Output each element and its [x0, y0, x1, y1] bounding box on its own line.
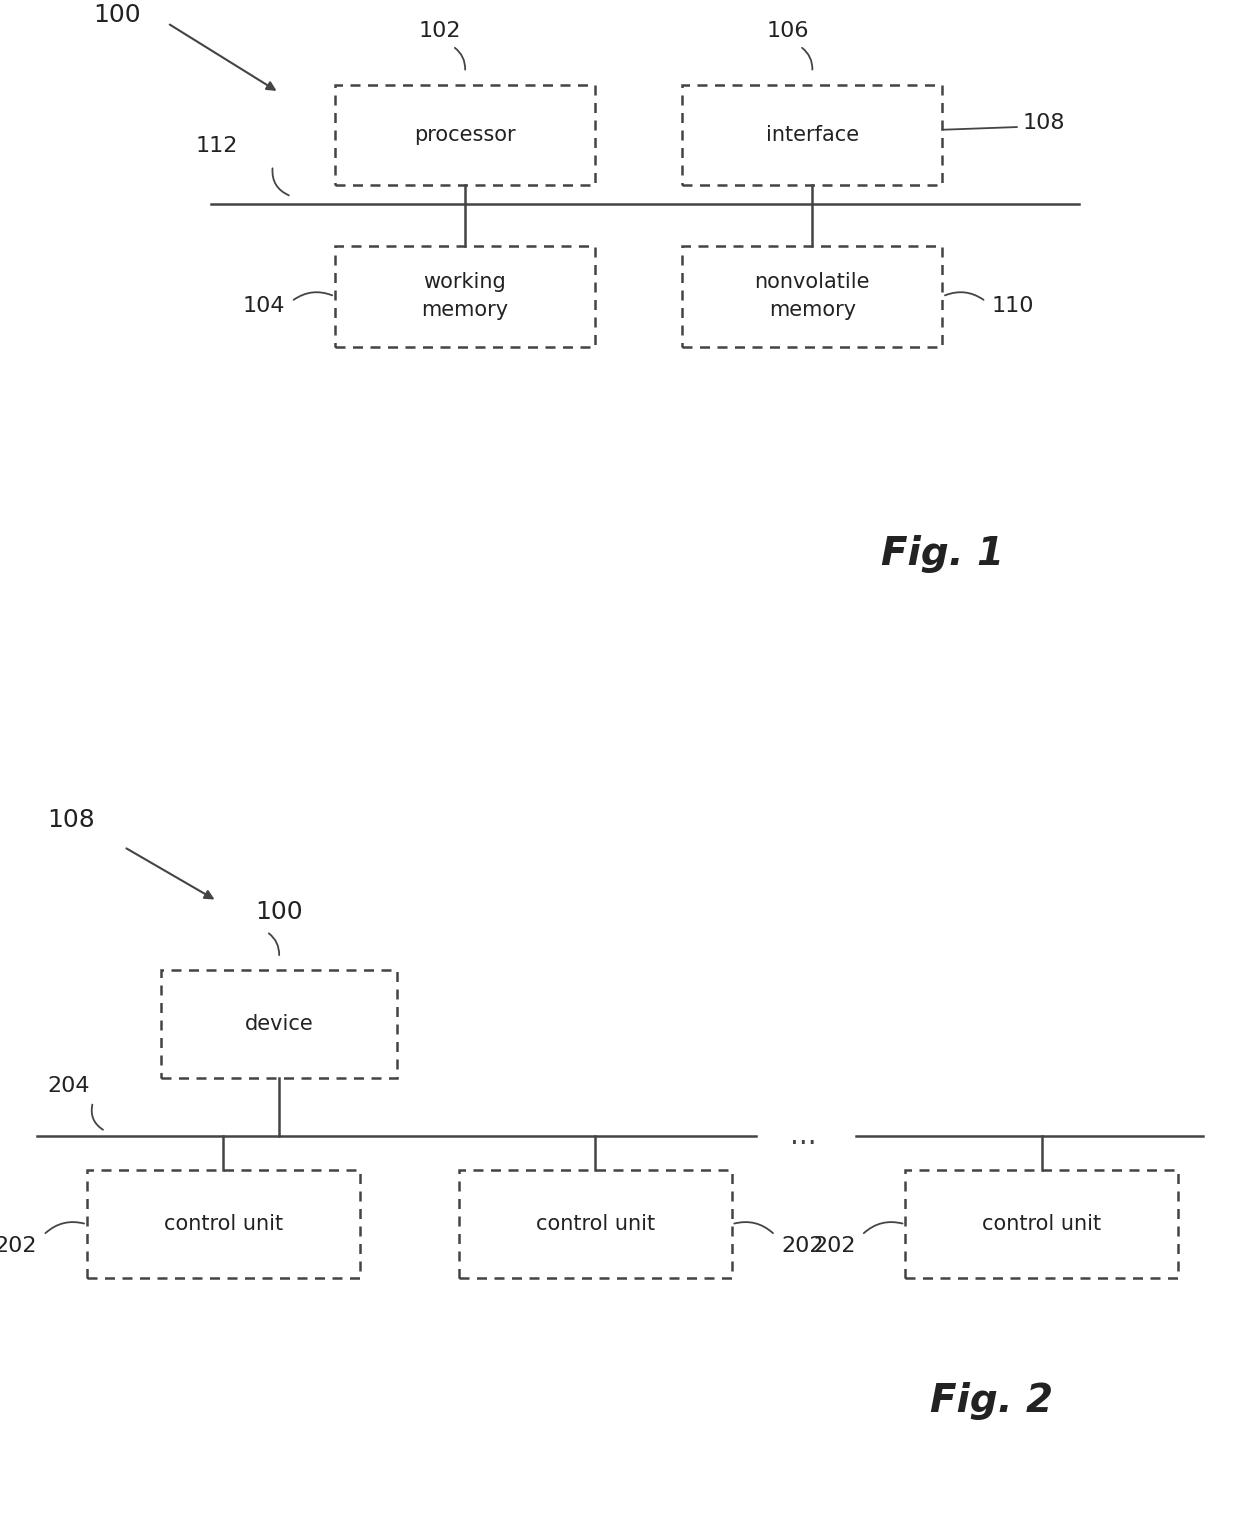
Bar: [87, 1170, 360, 1278]
Text: 106: 106: [766, 22, 808, 40]
Text: 202: 202: [0, 1237, 37, 1255]
Bar: [335, 246, 595, 346]
Text: 204: 204: [47, 1076, 89, 1096]
Text: nonvolatile
memory: nonvolatile memory: [754, 273, 870, 320]
Text: 100: 100: [255, 899, 303, 924]
Text: control unit: control unit: [164, 1215, 283, 1234]
Text: 202: 202: [813, 1237, 856, 1255]
Text: 110: 110: [992, 297, 1034, 316]
Text: Fig. 1: Fig. 1: [880, 536, 1004, 573]
Bar: [905, 1170, 1178, 1278]
Bar: [335, 85, 595, 185]
Text: working
memory: working memory: [422, 273, 508, 320]
Text: control unit: control unit: [982, 1215, 1101, 1234]
Text: 108: 108: [47, 808, 95, 832]
Bar: [682, 246, 942, 346]
Text: 108: 108: [1023, 114, 1065, 132]
Text: Fig. 2: Fig. 2: [930, 1383, 1054, 1420]
Text: ...: ...: [790, 1121, 817, 1150]
Text: processor: processor: [414, 125, 516, 145]
Bar: [161, 970, 397, 1078]
Text: control unit: control unit: [536, 1215, 655, 1234]
Text: 104: 104: [243, 297, 285, 316]
Text: interface: interface: [765, 125, 859, 145]
Text: device: device: [244, 1015, 314, 1033]
Bar: [459, 1170, 732, 1278]
Text: 112: 112: [196, 136, 238, 156]
Text: 102: 102: [419, 22, 461, 40]
Text: 202: 202: [781, 1237, 823, 1255]
Bar: [682, 85, 942, 185]
Text: 100: 100: [93, 3, 140, 28]
